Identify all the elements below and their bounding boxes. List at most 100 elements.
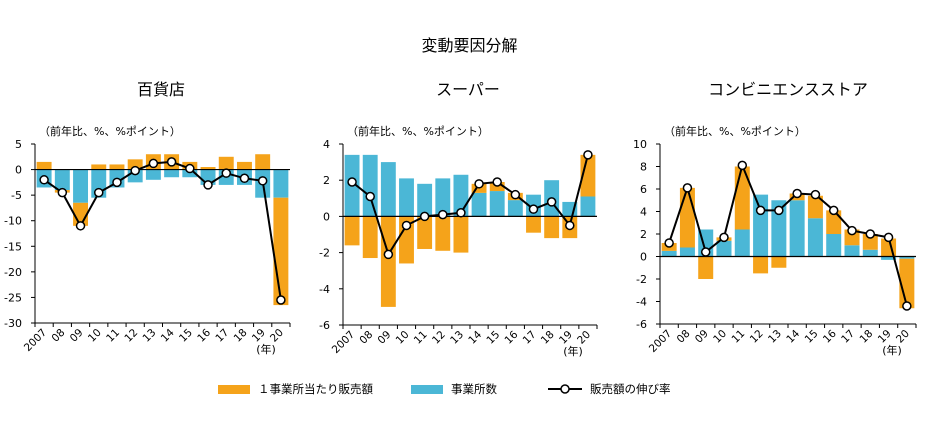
chart3-bar-per_store xyxy=(753,256,769,274)
chart1-bar-per_store xyxy=(36,161,52,170)
chart2-bar-per_store xyxy=(526,216,541,233)
chart3-xtick-label: 2007 xyxy=(647,328,674,355)
chart3-growth-point xyxy=(810,189,821,200)
chart3-bar-stores xyxy=(881,256,897,260)
chart2-bar-per_store xyxy=(453,216,469,253)
chart3-ytick-label: 6 xyxy=(640,183,647,196)
chart1-growth-point xyxy=(185,163,195,174)
chart2-growth-point xyxy=(546,197,557,207)
chart2-bar-stores xyxy=(399,178,414,217)
chart2-ytick-label: -6 xyxy=(319,319,330,332)
chart3-xtick-label: 13 xyxy=(766,328,784,346)
chart3-growth-point xyxy=(774,205,784,216)
chart1-ytick-label: 5 xyxy=(15,138,22,151)
chart3-growth-point xyxy=(664,238,674,248)
chart1-ytick-label: -20 xyxy=(4,266,22,279)
chart1-bar-per_store xyxy=(91,164,107,170)
chart2-bar-per_store xyxy=(344,216,360,246)
chart3-growth-point xyxy=(847,225,857,236)
chart2-xtick-label: 08 xyxy=(357,329,375,347)
chart1-xtick-label: 20 xyxy=(268,327,286,345)
chart2-growth-point xyxy=(528,204,539,214)
chart1-ylabel: （前年比、%、%ポイント） xyxy=(39,124,181,138)
chart2-ytick-label: -2 xyxy=(319,247,330,260)
chart2-bar-per_store xyxy=(417,216,433,249)
chart1-xtick-label: 14 xyxy=(159,326,177,344)
chart2-bar-stores xyxy=(435,178,451,217)
chart2-xtick-label: 11 xyxy=(412,329,430,347)
chart3-bar-per_store xyxy=(862,234,878,250)
chart2-ylabel: （前年比、%、%ポイント） xyxy=(347,124,489,138)
chart2-bar-per_store xyxy=(544,216,560,239)
chart3-bar-stores xyxy=(789,200,805,257)
chart2-bar-stores xyxy=(417,183,433,217)
chart3-growth-point xyxy=(737,160,748,171)
chart3-growth-point xyxy=(682,183,693,193)
chart1-growth-point xyxy=(57,187,68,198)
chart2-xtick-label: 10 xyxy=(394,329,412,347)
chart3-growth-point xyxy=(828,205,839,216)
chart1-xtick-label: 2007 xyxy=(22,327,49,354)
chart3-bar-stores xyxy=(716,240,732,257)
chart1-growth-point xyxy=(239,173,250,184)
legend-label-growth: 販売額の伸び率 xyxy=(590,382,671,396)
chart3-bar-stores xyxy=(771,200,787,257)
chart1-growth-point xyxy=(257,176,268,186)
chart3-ytick-label: 8 xyxy=(640,161,647,174)
chart2-growth-point xyxy=(456,208,466,218)
legend-item-growth: 販売額の伸び率 xyxy=(548,381,671,397)
chart1-bar-stores xyxy=(273,169,289,198)
chart1-bar-per_store xyxy=(109,164,125,170)
chart3-bar-stores xyxy=(753,194,769,257)
chart2-xtick-label: 12 xyxy=(430,329,448,347)
chart1-xunit: (年) xyxy=(256,342,276,356)
chart3-xtick-label: 19 xyxy=(876,328,894,346)
chart1-xtick-label: 09 xyxy=(68,327,86,345)
chart3-xtick-label: 10 xyxy=(711,328,729,346)
chart1-bar-stores xyxy=(182,169,198,178)
chart2-bar-stores xyxy=(580,196,596,217)
chart2-ytick-label: 4 xyxy=(323,138,330,151)
chart1-bar-per_store xyxy=(127,159,143,170)
chart3-bar-per_store xyxy=(679,187,695,248)
chart1-xtick-label: 17 xyxy=(213,327,231,345)
chart2-bar-stores xyxy=(489,191,505,217)
chart3-ytick-label: 10 xyxy=(633,138,647,151)
chart3-bar-per_store xyxy=(807,195,823,219)
chart2-bar-stores xyxy=(362,154,378,217)
chart3-xtick-label: 12 xyxy=(748,328,766,346)
chart3-growth-point xyxy=(865,229,876,239)
chart3-xtick-label: 18 xyxy=(857,328,875,346)
chart1-ytick-label: -30 xyxy=(4,317,22,330)
chart1-xtick-label: 13 xyxy=(141,327,159,345)
chart3-xtick-label: 17 xyxy=(839,328,857,346)
chart1-ytick-label: -10 xyxy=(4,215,22,228)
chart1-xtick-label: 08 xyxy=(49,327,67,345)
chart2-xtick-label: 20 xyxy=(575,329,593,347)
legend-label-stores: 事業所数 xyxy=(451,382,497,396)
chart3-bar-per_store xyxy=(826,210,842,234)
legend-line-marker xyxy=(548,384,582,394)
chart2-ytick-label: 0 xyxy=(323,210,330,223)
chart2-bar-stores xyxy=(507,200,523,217)
chart1-ytick-label: 0 xyxy=(15,164,22,177)
chart3-growth-point xyxy=(792,188,802,199)
chart2-xtick-label: 15 xyxy=(484,329,502,347)
chart2-growth-point xyxy=(492,177,502,187)
chart3-bar-stores xyxy=(826,234,842,257)
figure-title: 変動要因分解 xyxy=(421,36,518,55)
chart1-bar-stores xyxy=(73,169,89,203)
chart2-growth-point xyxy=(401,220,412,231)
chart2-xtick-label: 13 xyxy=(448,329,466,347)
chart3-xtick-label: 08 xyxy=(675,328,693,346)
chart1-xtick-label: 18 xyxy=(232,327,250,345)
chart2-growth-point xyxy=(383,249,394,260)
legend: １事業所当たり販売額 事業所数 販売額の伸び率 xyxy=(0,381,939,401)
chart1-ytick-label: -25 xyxy=(4,291,22,304)
chart3-ytick-label: 4 xyxy=(640,206,647,219)
chart1-growth-point xyxy=(276,295,286,305)
chart3-bar-stores xyxy=(734,229,750,257)
chart3-growth-point xyxy=(883,232,894,243)
chart3-bar-per_store xyxy=(698,256,714,279)
chart3-bar-stores xyxy=(807,218,823,257)
